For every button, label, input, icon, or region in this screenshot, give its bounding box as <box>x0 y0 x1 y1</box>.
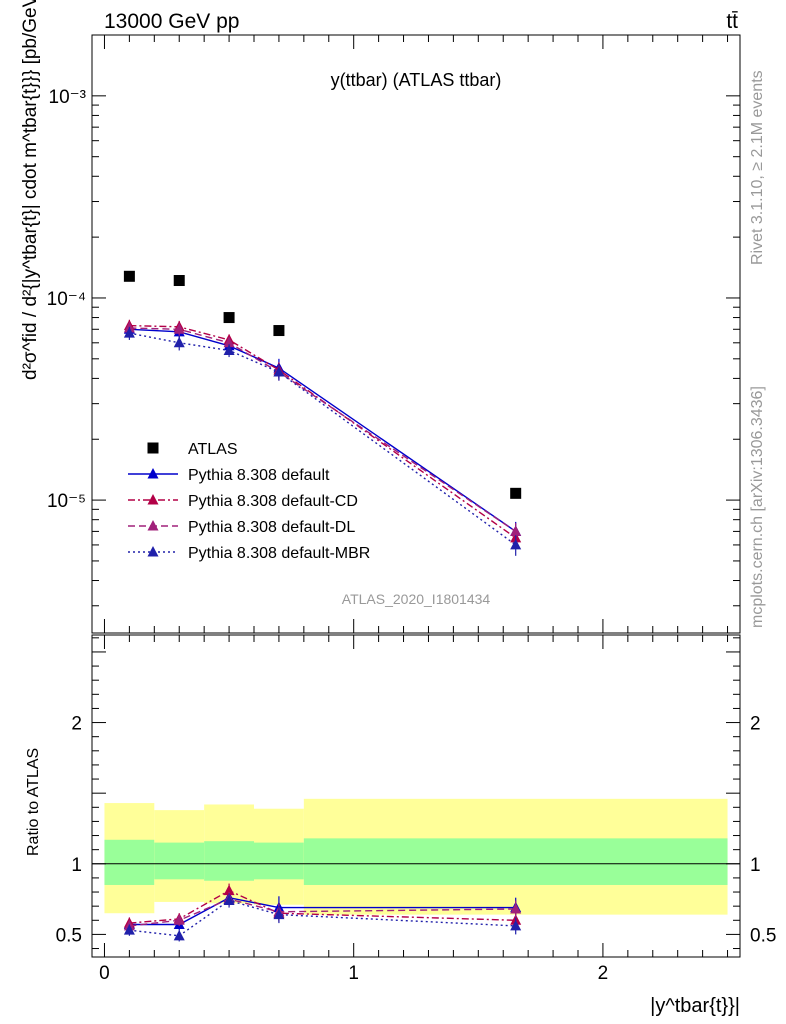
uncertainty-band-inner <box>303 838 728 885</box>
data-point <box>510 538 522 550</box>
ratio-point <box>510 919 522 931</box>
process-label: tt̄ <box>726 10 738 33</box>
data-point <box>223 336 235 348</box>
data-point <box>273 366 285 377</box>
data-point <box>123 270 135 282</box>
legend-marker <box>147 494 159 505</box>
legend: ATLAS Pythia 8.308 default Pythia 8.308 de… <box>128 441 370 562</box>
ratio-y-ticks: 0.5 0.5 1 1 2 2 <box>56 637 776 950</box>
ratio-point <box>173 929 185 941</box>
ratio-y-axis-label: Ratio to ATLAS <box>25 748 42 856</box>
legend-marker <box>147 442 159 454</box>
series-line <box>129 332 517 546</box>
legend-entry-0: ATLAS <box>147 441 238 458</box>
y-tick-label: 10⁻⁵ <box>47 491 86 512</box>
ratio-y-tick-label-right: 1 <box>750 855 761 876</box>
legend-label: Pythia 8.308 default-DL <box>188 519 355 536</box>
x-tick-label: 1 <box>348 963 359 984</box>
legend-entry-2: Pythia 8.308 default-CD <box>128 493 358 510</box>
ratio-plot-area <box>92 798 740 942</box>
main-plot-area <box>123 270 522 556</box>
data-point <box>123 327 135 338</box>
legend-label: Pythia 8.308 default-MBR <box>188 545 370 562</box>
main-y-axis-label: d²σ^fid / d²{|y^tbar{t}| cdot m^tbar{t}}… <box>20 0 41 380</box>
ratio-frame <box>91 634 741 958</box>
data-point <box>173 275 185 287</box>
x-tick-label: 2 <box>598 963 609 984</box>
analysis-label: ATLAS_2020_I1801434 <box>342 591 491 607</box>
data-point <box>510 487 522 499</box>
uncertainty-band-inner <box>254 842 304 880</box>
legend-entry-4: Pythia 8.308 default-MBR <box>128 545 370 562</box>
ratio-point <box>223 894 235 906</box>
x-tick-label: 0 <box>99 963 110 984</box>
legend-marker <box>147 520 159 531</box>
main-frame <box>91 34 741 634</box>
legend-label: Pythia 8.308 default-CD <box>188 493 358 510</box>
rivet-label: Rivet 3.1.10, ≥ 2.1M events <box>749 70 766 265</box>
ratio-point <box>223 884 235 896</box>
data-point <box>223 312 235 324</box>
data-point <box>173 336 185 348</box>
ratio-y-tick-label-right: 0.5 <box>750 925 776 946</box>
series-2 <box>123 319 522 548</box>
data-point <box>273 325 285 337</box>
series-0 <box>123 270 522 499</box>
mcplots-label: mcplots.cern.ch [arXiv:1306.3436] <box>749 386 766 628</box>
uncertainty-band-inner <box>154 842 205 880</box>
ratio-point <box>123 924 135 935</box>
legend-marker <box>147 546 159 557</box>
ratio-y-tick-label: 1 <box>71 855 82 876</box>
main-y-ticks: 10⁻⁵ 10⁻⁴ 10⁻³ <box>47 34 740 633</box>
series-4 <box>123 326 522 556</box>
ratio-point <box>510 902 522 914</box>
ratio-y-tick-label: 0.5 <box>56 925 82 946</box>
uncertainty-band-inner <box>104 839 155 885</box>
ratio-y-tick-label-right: 2 <box>750 714 761 735</box>
data-point <box>510 525 522 536</box>
ratio-x-ticks: 0 1 2 <box>99 635 729 984</box>
data-point <box>173 323 185 334</box>
ratio-point <box>173 914 185 925</box>
ratio-series-3 <box>123 893 522 942</box>
uncertainty-band-inner <box>204 841 254 881</box>
legend-entry-3: Pythia 8.308 default-DL <box>128 519 355 536</box>
ratio-y-tick-label: 2 <box>71 714 82 735</box>
energy-label: 13000 GeV pp <box>104 10 239 33</box>
legend-entry-1: Pythia 8.308 default <box>128 467 330 484</box>
legend-label: ATLAS <box>188 441 238 458</box>
ratio-panel: 0.5 0.5 1 1 2 2 0 1 2 Ratio to ATLAS |y^tbar{t}… <box>25 634 776 1017</box>
main-title: y(ttbar) (ATLAS ttbar) <box>331 70 502 90</box>
legend-marker <box>147 468 159 479</box>
y-tick-label: 10⁻⁴ <box>47 289 86 310</box>
x-axis-label: |y^tbar{t}}| <box>650 995 740 1017</box>
data-point <box>223 344 235 355</box>
ratio-point <box>273 908 285 920</box>
y-tick-label: 10⁻³ <box>49 87 87 108</box>
main-panel: 10⁻⁵ 10⁻⁴ 10⁻³ y(ttbar) (ATLAS ttbar) ATLA… <box>20 0 741 634</box>
legend-label: Pythia 8.308 default <box>188 467 330 484</box>
